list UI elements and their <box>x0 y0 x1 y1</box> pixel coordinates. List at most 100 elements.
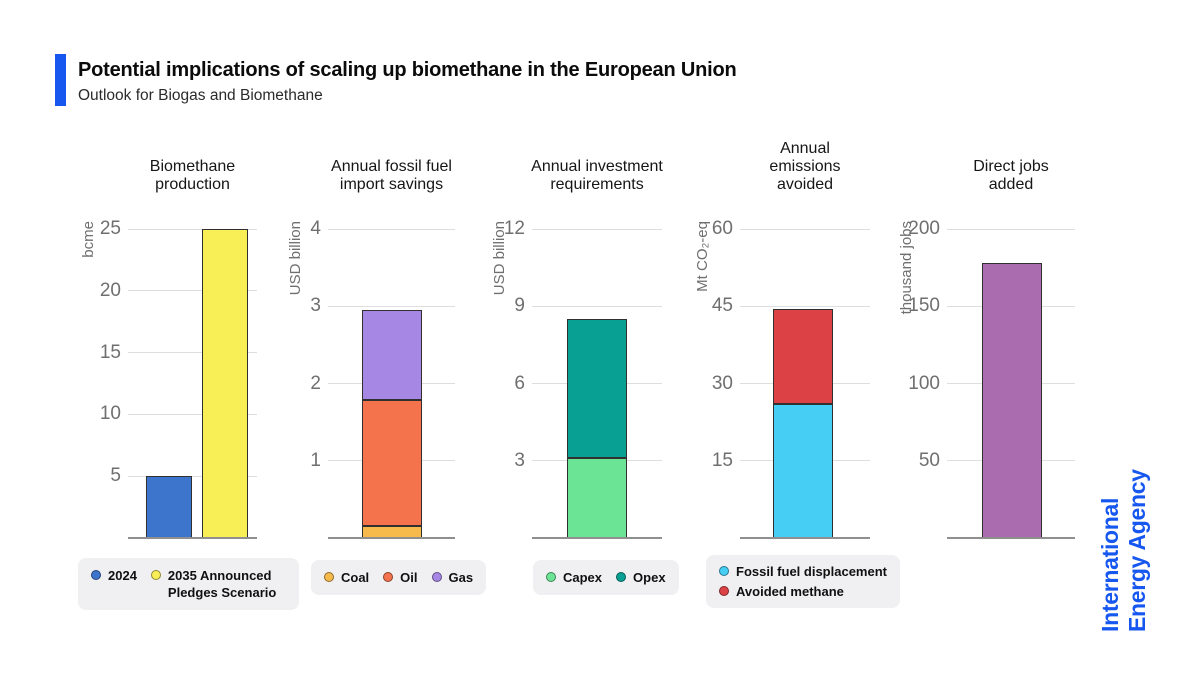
legend-item: Fossil fuel displacement <box>719 563 887 580</box>
y-tick-label: 15 <box>99 341 121 363</box>
legend-dot-icon <box>719 586 729 596</box>
gridline <box>328 305 455 307</box>
legend-dot-icon <box>324 572 334 582</box>
legend-investment-requirements: Capex Opex <box>533 560 679 595</box>
x-axis-line <box>128 537 257 539</box>
bar-segment-gas <box>362 310 422 401</box>
y-tick-label: 25 <box>99 218 121 239</box>
y-tick-label: 1 <box>310 449 321 471</box>
bar-segment-direct-jobs-added <box>982 262 1042 538</box>
legend-label: Opex <box>633 570 666 585</box>
y-tick-label: 15 <box>711 449 733 471</box>
legend-emissions-avoided: Fossil fuel displacement Avoided methane <box>706 555 900 608</box>
legend-dot-icon <box>719 566 729 576</box>
y-tick-label: 200 <box>908 218 940 239</box>
gridline <box>740 305 870 307</box>
legend-item: Coal <box>324 569 369 586</box>
gridline <box>128 475 257 477</box>
legend-label: Coal <box>341 570 370 585</box>
chart-title-direct-jobs: Direct jobs added <box>901 138 1121 194</box>
y-tick-label: 6 <box>514 372 525 394</box>
y-tick-label: 60 <box>711 218 733 239</box>
chart-title-fossil-fuel-import-savings: Annual fossil fuel import savings <box>282 138 502 194</box>
legend-label: Oil <box>400 570 418 585</box>
gridline <box>328 228 455 230</box>
iea-logo: International Energy Agency <box>1097 455 1152 632</box>
y-tick-label: 12 <box>503 218 525 239</box>
y-tick-label: 20 <box>99 279 121 301</box>
y-tick-label: 150 <box>908 295 940 317</box>
y-tick-label: 9 <box>514 295 525 317</box>
bar-segment-opex <box>567 319 627 459</box>
chart-title-line: avoided <box>776 176 834 193</box>
y-tick-label: 2 <box>310 372 321 394</box>
bar-segment-2035-announced-pledges-scenario <box>202 229 248 538</box>
legend-item: 2035 Announced Pledges Scenario <box>150 567 286 601</box>
chart-title-line: import savings <box>339 176 444 193</box>
gridline <box>128 352 257 354</box>
legend-item: Capex <box>546 569 602 586</box>
iea-logo-line2: Energy Agency <box>1124 469 1150 632</box>
chart-title-biomethane-production: Biomethane production <box>83 138 303 194</box>
legend-dot-icon <box>91 570 101 580</box>
chart-title-line: emissions <box>769 158 841 175</box>
gridline <box>128 228 257 230</box>
y-tick-label: 5 <box>110 465 121 487</box>
gridline <box>947 228 1075 230</box>
iea-logo-line1: International <box>1097 497 1123 632</box>
gridline <box>128 290 257 292</box>
chart-title-line: added <box>988 176 1034 193</box>
y-tick-label: 45 <box>711 295 733 317</box>
legend-biomethane-production: 2024 2035 Announced Pledges Scenario <box>78 558 299 610</box>
legend-item: 2024 <box>91 567 137 601</box>
y-tick-label: 3 <box>310 295 321 317</box>
legend-item: Avoided methane <box>719 583 887 600</box>
bar-segment-avoided-methane <box>773 308 833 405</box>
y-tick-label: 10 <box>99 403 121 425</box>
chart-title-line: requirements <box>550 176 644 193</box>
chart-title-emissions-avoided: Annual emissions avoided <box>695 138 915 194</box>
y-tick-label: 3 <box>514 449 525 471</box>
x-axis-line <box>740 537 870 539</box>
bar-segment-fossil-fuel-displacement <box>773 404 833 538</box>
chart-title-line: Biomethane <box>149 158 236 175</box>
legend-item: Opex <box>616 569 666 586</box>
y-tick-label: 100 <box>908 372 940 394</box>
gridline <box>128 413 257 415</box>
legend-label: Gas <box>448 570 474 585</box>
x-axis-line <box>947 537 1075 539</box>
chart-title-line: Annual <box>780 140 830 157</box>
legend-label: 2035 Announced Pledges Scenario <box>167 568 277 600</box>
page-subtitle: Outlook for Biogas and Biomethane <box>78 87 323 104</box>
x-axis-line <box>532 537 662 539</box>
legend-item: Gas <box>431 569 474 586</box>
chart-title-line: Annual investment <box>531 158 663 175</box>
page-title: Potential implications of scaling up bio… <box>78 59 737 81</box>
gridline <box>532 305 662 307</box>
legend-label: Fossil fuel displacement <box>736 564 887 579</box>
legend-dot-icon <box>150 570 161 580</box>
gridline <box>740 228 870 230</box>
legend-dot-icon <box>383 572 394 582</box>
chart-title-line: Annual fossil fuel <box>331 158 452 175</box>
legend-dot-icon <box>546 572 556 582</box>
bar-segment-oil <box>362 400 422 527</box>
y-tick-label: 50 <box>918 449 940 471</box>
legend-label: Avoided methane <box>736 584 844 599</box>
chart-title-investment-requirements: Annual investment requirements <box>487 138 707 194</box>
chart-title-line: Direct jobs <box>973 158 1049 175</box>
y-tick-label: 4 <box>310 218 321 239</box>
chart-title-line: production <box>155 176 230 193</box>
y-tick-label: 30 <box>711 372 733 394</box>
legend-dot-icon <box>431 572 442 582</box>
gridline <box>532 228 662 230</box>
legend-dot-icon <box>616 572 627 582</box>
bar-segment-capex <box>567 458 627 538</box>
legend-label: Capex <box>563 570 603 585</box>
legend-item: Oil <box>383 569 418 586</box>
title-accent-bar <box>55 54 66 106</box>
bar-segment-2024 <box>146 476 192 538</box>
legend-label: 2024 <box>108 568 137 583</box>
x-axis-line <box>328 537 455 539</box>
